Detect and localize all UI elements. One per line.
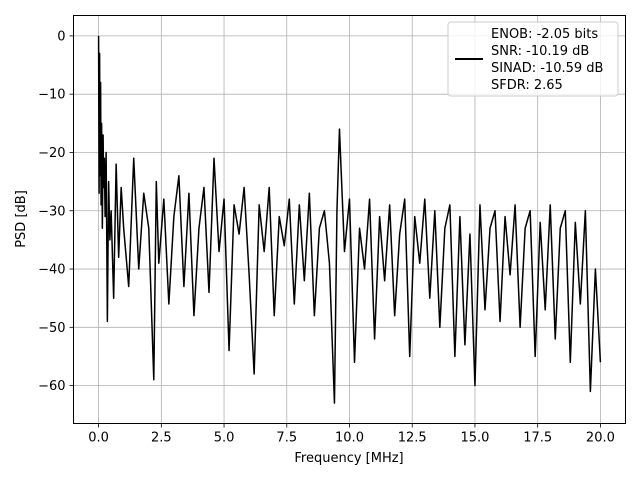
legend-line-enob: ENOB: -2.05 bits [491,27,598,42]
x-tick-label: 10.0 [335,431,364,446]
y-tick-label: −60 [38,379,65,394]
legend-line-sinad: SINAD: -10.59 dB [491,61,603,76]
legend: ENOB: -2.05 bits SNR: -10.19 dB SINAD: -… [447,21,619,97]
y-tick-label: −30 [38,204,65,219]
y-tick-label: −10 [38,88,65,103]
y-tick-label: −50 [38,321,65,336]
x-tick-label: 12.5 [398,431,427,446]
x-tick-label: 15.0 [460,431,489,446]
y-tick-label: −40 [38,263,65,278]
legend-box [447,21,619,97]
x-tick-label: 2.5 [151,431,172,446]
x-tick-label: 0.0 [88,431,109,446]
x-axis-label: Frequency [MHz] [294,451,403,466]
x-tick-label: 5.0 [214,431,235,446]
y-axis: 0 −10 −20 −30 −40 −50 −60 [38,29,74,394]
x-tick-label: 7.5 [276,431,297,446]
y-tick-label: 0 [57,29,65,44]
x-tick-label: 20.0 [586,431,615,446]
legend-line-snr: SNR: -10.19 dB [491,44,589,59]
x-tick-label: 17.5 [523,431,552,446]
psd-series [97,35,602,404]
y-tick-label: −20 [38,146,65,161]
legend-line-sfdr: SFDR: 2.65 [491,78,563,93]
y-axis-label: PSD [dB] [14,190,29,248]
x-axis: 0.0 2.5 5.0 7.5 10.0 12.5 15.0 17.5 20.0 [88,423,615,446]
psd-line [97,35,602,404]
